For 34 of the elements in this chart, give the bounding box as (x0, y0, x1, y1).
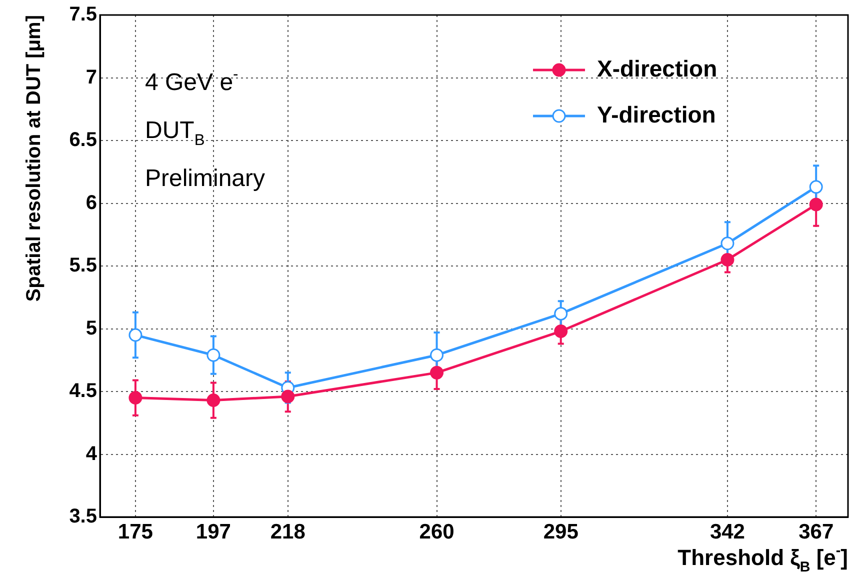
y-tick-label: 4.5 (69, 380, 97, 402)
point (554, 306, 568, 320)
y-tick-label: 5 (86, 317, 97, 340)
legend-label: X-direction (597, 55, 718, 82)
point (206, 348, 220, 362)
y-tick-label: 4 (86, 442, 98, 465)
point (206, 394, 220, 408)
point (720, 252, 734, 266)
point (128, 328, 142, 342)
point (809, 180, 823, 194)
point (809, 198, 823, 212)
x-tick-label: 342 (710, 520, 745, 544)
y-tick-label: 6.5 (69, 129, 97, 152)
x-tick-label: 367 (798, 520, 834, 544)
x-tick-label: 218 (270, 520, 306, 544)
annotation: 4 GeV e- (145, 66, 238, 96)
y-tick-label: 6 (86, 192, 97, 214)
x-tick-label: 295 (543, 520, 579, 544)
x-tick-label: 260 (419, 520, 454, 544)
y-tick-label: 3.5 (69, 506, 97, 528)
annotation: Preliminary (145, 165, 266, 192)
point (554, 324, 568, 338)
point (430, 366, 444, 380)
point (720, 236, 734, 250)
legend-label: Y-direction (597, 101, 716, 128)
point (430, 348, 444, 362)
y-tick-label: 7.5 (69, 4, 97, 26)
y-tick-label: 7 (86, 66, 97, 88)
point (128, 391, 142, 405)
y-tick-label: 5.5 (69, 254, 97, 277)
x-tick-label: 175 (118, 520, 154, 544)
point (281, 390, 295, 404)
y-axis-title: Spatial resolution at DUT [μm] (23, 14, 45, 302)
x-tick-label: 197 (196, 520, 231, 544)
